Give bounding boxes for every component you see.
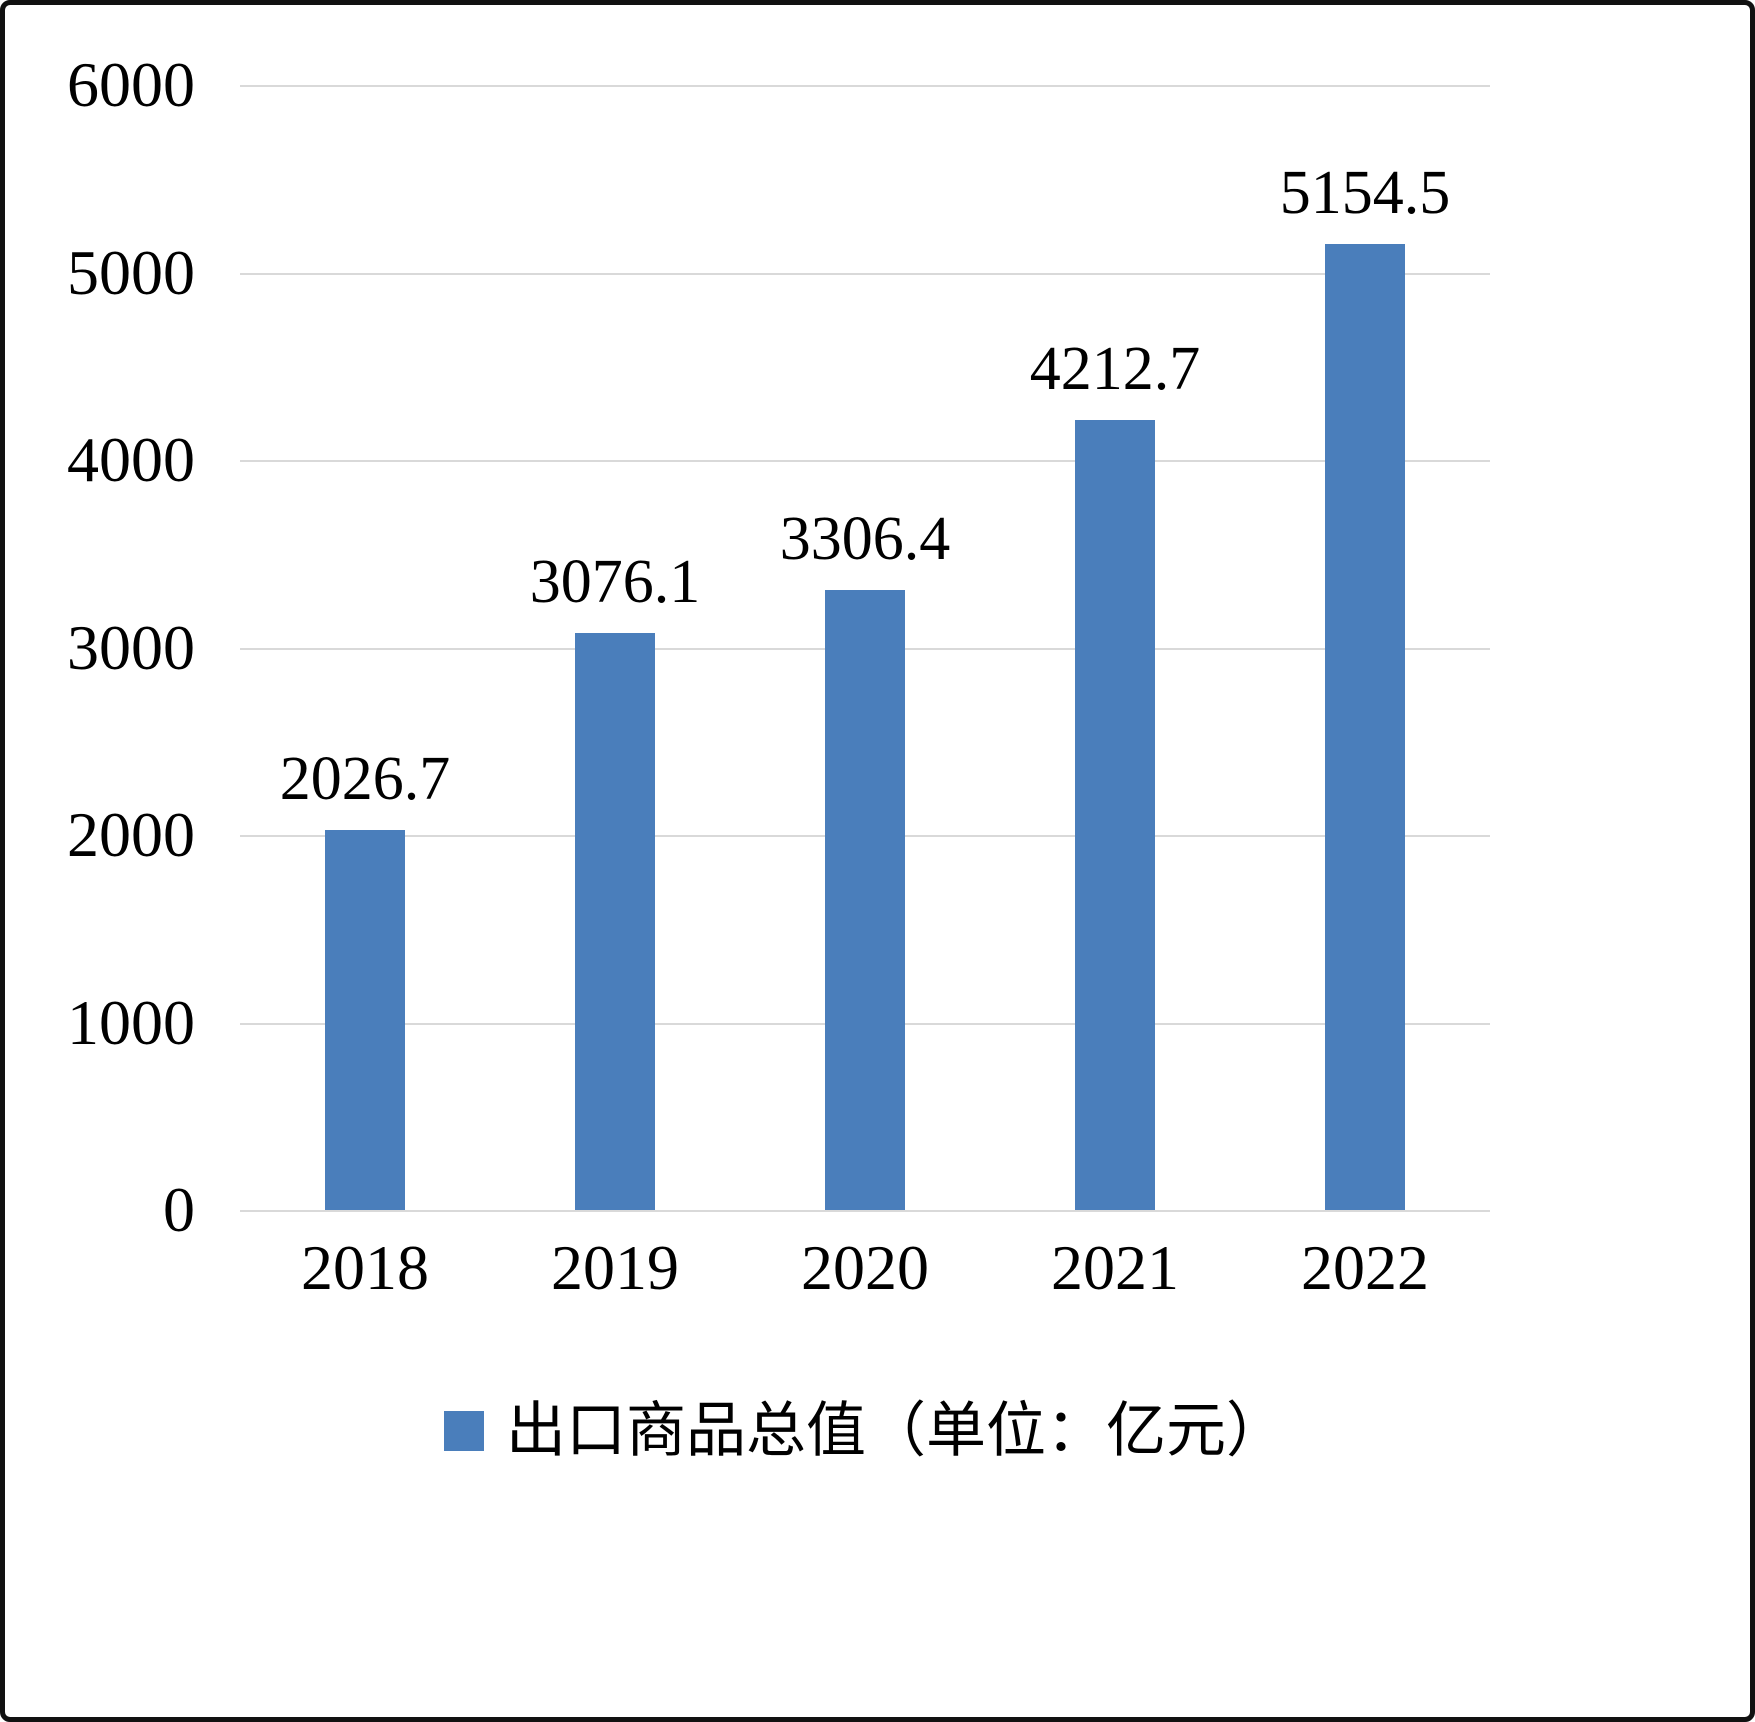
- bar-column: 3076.1: [490, 85, 740, 1210]
- bar-column: 3306.4: [740, 85, 990, 1210]
- plot-area: 2026.7 3076.1 3306.4 4212.7 5154.5: [240, 85, 1490, 1212]
- y-tick-label: 2000: [67, 799, 195, 870]
- legend-swatch-icon: [444, 1411, 484, 1451]
- bar: [575, 633, 655, 1210]
- legend-label: 出口商品总值（单位：亿元）: [506, 1398, 1286, 1464]
- bar-value-label: 5154.5: [1279, 158, 1451, 227]
- y-tick-label: 1000: [67, 986, 195, 1058]
- bar-value-label: 3306.4: [779, 505, 951, 574]
- gridline: [240, 272, 1490, 275]
- legend: 出口商品总值（单位：亿元）: [240, 1395, 1490, 1467]
- bar-value-label: 4212.7: [1029, 335, 1201, 404]
- x-tick-label: 2022: [1301, 1232, 1429, 1303]
- y-axis: 0 1000 2000 3000 4000 5000 6000: [40, 53, 240, 1242]
- y-tick-label: 4000: [67, 424, 195, 495]
- bar: [1075, 420, 1155, 1210]
- y-tick-label: 0: [163, 1174, 195, 1245]
- x-tick-label: 2018: [301, 1232, 429, 1303]
- gridline: [240, 85, 1490, 87]
- x-tick-label: 2020: [801, 1232, 929, 1303]
- gridline: [240, 1210, 1490, 1212]
- bar-column: 4212.7: [990, 85, 1240, 1210]
- bar: [1325, 243, 1405, 1210]
- y-tick-label: 6000: [67, 49, 195, 120]
- y-tick-label: 3000: [67, 611, 195, 683]
- bars-container: 2026.7 3076.1 3306.4 4212.7 5154.5: [240, 85, 1490, 1210]
- bar: [825, 590, 905, 1210]
- bar-value-label: 3076.1: [529, 548, 701, 617]
- y-tick-label: 5000: [67, 236, 195, 308]
- bar-value-label: 2026.7: [279, 745, 451, 813]
- x-tick-label: 2021: [1051, 1232, 1179, 1303]
- bar: [325, 830, 405, 1210]
- bar-column: 2026.7: [240, 85, 490, 1210]
- gridline: [240, 460, 1490, 462]
- plot-row: 0 1000 2000 3000 4000 5000 6000 2026.7 3076.1 33…: [40, 53, 1750, 1242]
- x-tick-label: 2019: [551, 1232, 679, 1303]
- bar-column: 5154.5: [1240, 85, 1490, 1210]
- x-axis: 2018 2019 2020 2021 2022: [240, 1236, 1490, 1300]
